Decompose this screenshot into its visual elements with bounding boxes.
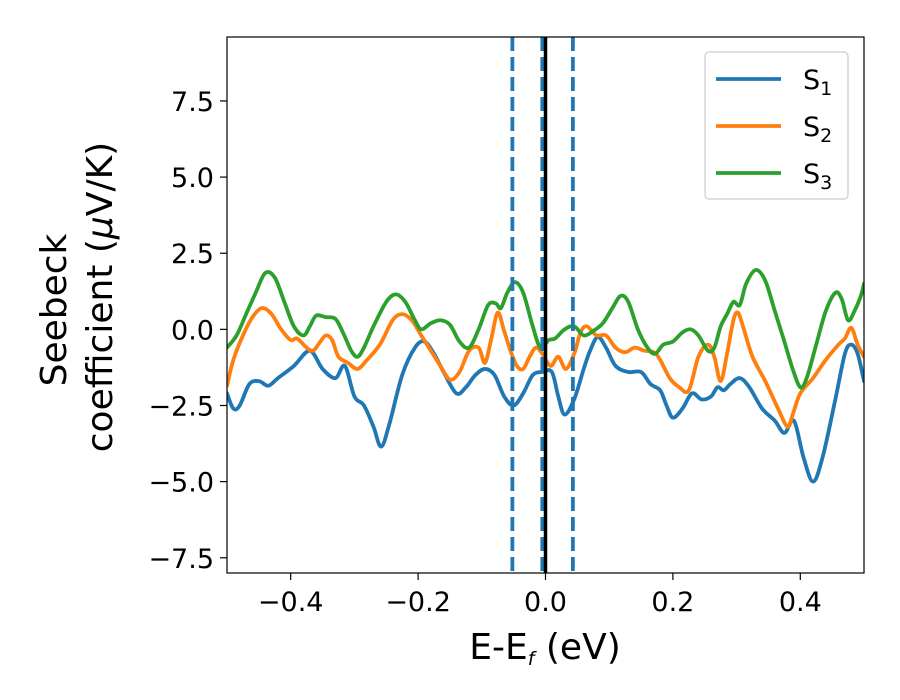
series-line-s1 [227,335,864,484]
x-axis-ticks: −0.4 −0.2 0.0 0.2 0.4 [258,573,822,618]
legend-entries: S1 S2 S3 [716,65,832,194]
x-tick-label: 0.2 [651,587,694,618]
x-axis-label-main: E-E [469,627,527,668]
y-axis-label-mu: μ [80,216,121,240]
x-axis-label-unit: (eV) [534,627,620,668]
x-axis-label: E-Ef (eV) [469,627,621,670]
y-tick-label: 5.0 [171,163,214,194]
y-axis-label-suffix: V/K) [80,142,121,216]
y-tick-label: 7.5 [171,87,214,118]
y-tick-label: −7.5 [148,544,214,575]
x-tick-label: 0.0 [524,587,567,618]
x-tick-label: 0.4 [779,587,822,618]
y-axis-ticks: −7.5 −5.0 −2.5 0.0 2.5 5.0 7.5 [148,87,227,575]
y-tick-label: −2.5 [148,392,214,423]
legend-label-s1: S1 [803,65,832,100]
reference-lines [510,37,575,573]
legend-label-s3: S3 [803,159,832,194]
series-line-s2 [227,306,864,429]
y-tick-label: −5.0 [148,468,214,499]
y-axis-label-line1: Seebeck [34,233,75,386]
legend: S1 S2 S3 [704,51,849,200]
x-tick-label: −0.4 [258,587,324,618]
y-axis-label-prefix: coefficient ( [80,239,121,452]
legend-label-s2: S2 [803,112,832,147]
series-layer [227,268,864,484]
y-axis-label: Seebeck coefficient (μV/K) [34,142,121,452]
y-tick-label: 2.5 [171,239,214,270]
y-tick-label: 0.0 [171,315,214,346]
series-line-s3 [227,268,864,390]
y-axis-label-line2: coefficient (μV/K) [80,142,121,452]
x-axis-label-subscript: f [528,648,538,670]
x-tick-label: −0.2 [385,587,451,618]
